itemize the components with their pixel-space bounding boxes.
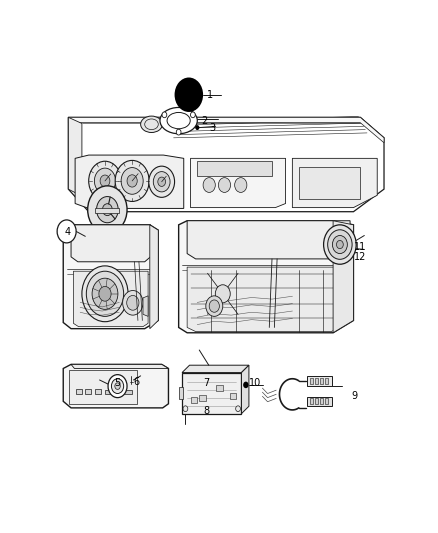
Circle shape	[236, 406, 240, 411]
Circle shape	[100, 175, 110, 187]
Text: 1: 1	[207, 90, 213, 100]
Bar	[325, 377, 328, 384]
Circle shape	[158, 177, 166, 187]
Bar	[216, 385, 223, 391]
Circle shape	[96, 197, 118, 223]
Text: 11: 11	[353, 241, 366, 252]
Text: 10: 10	[249, 378, 261, 388]
Ellipse shape	[160, 108, 197, 134]
Polygon shape	[95, 208, 119, 213]
Bar	[310, 377, 313, 384]
Circle shape	[95, 168, 116, 193]
Polygon shape	[74, 271, 148, 327]
Circle shape	[123, 290, 143, 315]
Polygon shape	[179, 221, 353, 333]
Circle shape	[86, 271, 124, 317]
Circle shape	[162, 112, 167, 118]
Circle shape	[108, 375, 127, 398]
Polygon shape	[191, 158, 286, 207]
Polygon shape	[293, 158, 377, 207]
Circle shape	[115, 383, 120, 390]
Bar	[325, 399, 328, 404]
Circle shape	[111, 379, 124, 393]
Bar	[315, 377, 318, 384]
Bar	[307, 397, 332, 406]
Bar	[76, 390, 82, 394]
Circle shape	[235, 177, 247, 192]
Text: 3: 3	[209, 124, 215, 133]
Bar	[105, 390, 132, 394]
Polygon shape	[68, 117, 384, 143]
Circle shape	[115, 160, 149, 201]
Bar	[191, 397, 197, 403]
Circle shape	[215, 285, 230, 303]
Circle shape	[219, 177, 230, 192]
Circle shape	[99, 286, 111, 301]
Polygon shape	[75, 155, 184, 208]
Bar	[95, 390, 101, 394]
Circle shape	[332, 236, 347, 254]
Polygon shape	[71, 225, 151, 262]
Polygon shape	[71, 365, 169, 368]
Text: 5: 5	[114, 378, 120, 388]
Bar	[69, 370, 137, 404]
Text: 12: 12	[353, 252, 366, 262]
Bar	[230, 393, 237, 399]
Circle shape	[209, 300, 219, 312]
Polygon shape	[187, 221, 350, 259]
Circle shape	[88, 186, 127, 233]
Circle shape	[336, 240, 343, 248]
Circle shape	[57, 220, 76, 243]
Ellipse shape	[141, 116, 162, 133]
Polygon shape	[143, 296, 148, 317]
Circle shape	[92, 278, 118, 309]
Circle shape	[82, 266, 128, 322]
Polygon shape	[63, 225, 158, 329]
Circle shape	[206, 296, 223, 317]
Circle shape	[324, 225, 356, 264]
Circle shape	[149, 166, 175, 197]
Circle shape	[153, 172, 170, 192]
Bar	[299, 166, 360, 199]
Circle shape	[102, 204, 112, 216]
Polygon shape	[333, 221, 353, 333]
Circle shape	[243, 382, 249, 388]
Circle shape	[203, 177, 215, 192]
Circle shape	[176, 130, 181, 135]
Bar	[85, 390, 91, 394]
Text: 7: 7	[203, 378, 210, 388]
Text: 4: 4	[64, 227, 71, 237]
Polygon shape	[150, 225, 158, 329]
Circle shape	[195, 125, 199, 130]
Polygon shape	[63, 365, 169, 408]
Bar	[310, 399, 313, 404]
Circle shape	[191, 112, 195, 118]
Polygon shape	[187, 267, 348, 332]
Polygon shape	[68, 117, 82, 196]
Circle shape	[121, 167, 143, 194]
Bar	[307, 376, 332, 386]
Polygon shape	[241, 365, 249, 414]
Circle shape	[175, 77, 203, 112]
Bar	[320, 377, 323, 384]
Circle shape	[127, 295, 139, 310]
Polygon shape	[182, 373, 241, 414]
Text: 8: 8	[203, 406, 209, 416]
Circle shape	[88, 161, 121, 200]
Bar	[320, 399, 323, 404]
Text: 6: 6	[134, 377, 140, 386]
Bar	[197, 161, 272, 175]
Circle shape	[127, 175, 137, 187]
Bar	[179, 387, 183, 399]
Polygon shape	[182, 365, 249, 373]
Circle shape	[328, 230, 352, 260]
Text: 2: 2	[201, 116, 208, 126]
Text: 9: 9	[352, 391, 358, 401]
Circle shape	[183, 406, 188, 411]
Bar	[199, 395, 206, 401]
Bar	[315, 399, 318, 404]
